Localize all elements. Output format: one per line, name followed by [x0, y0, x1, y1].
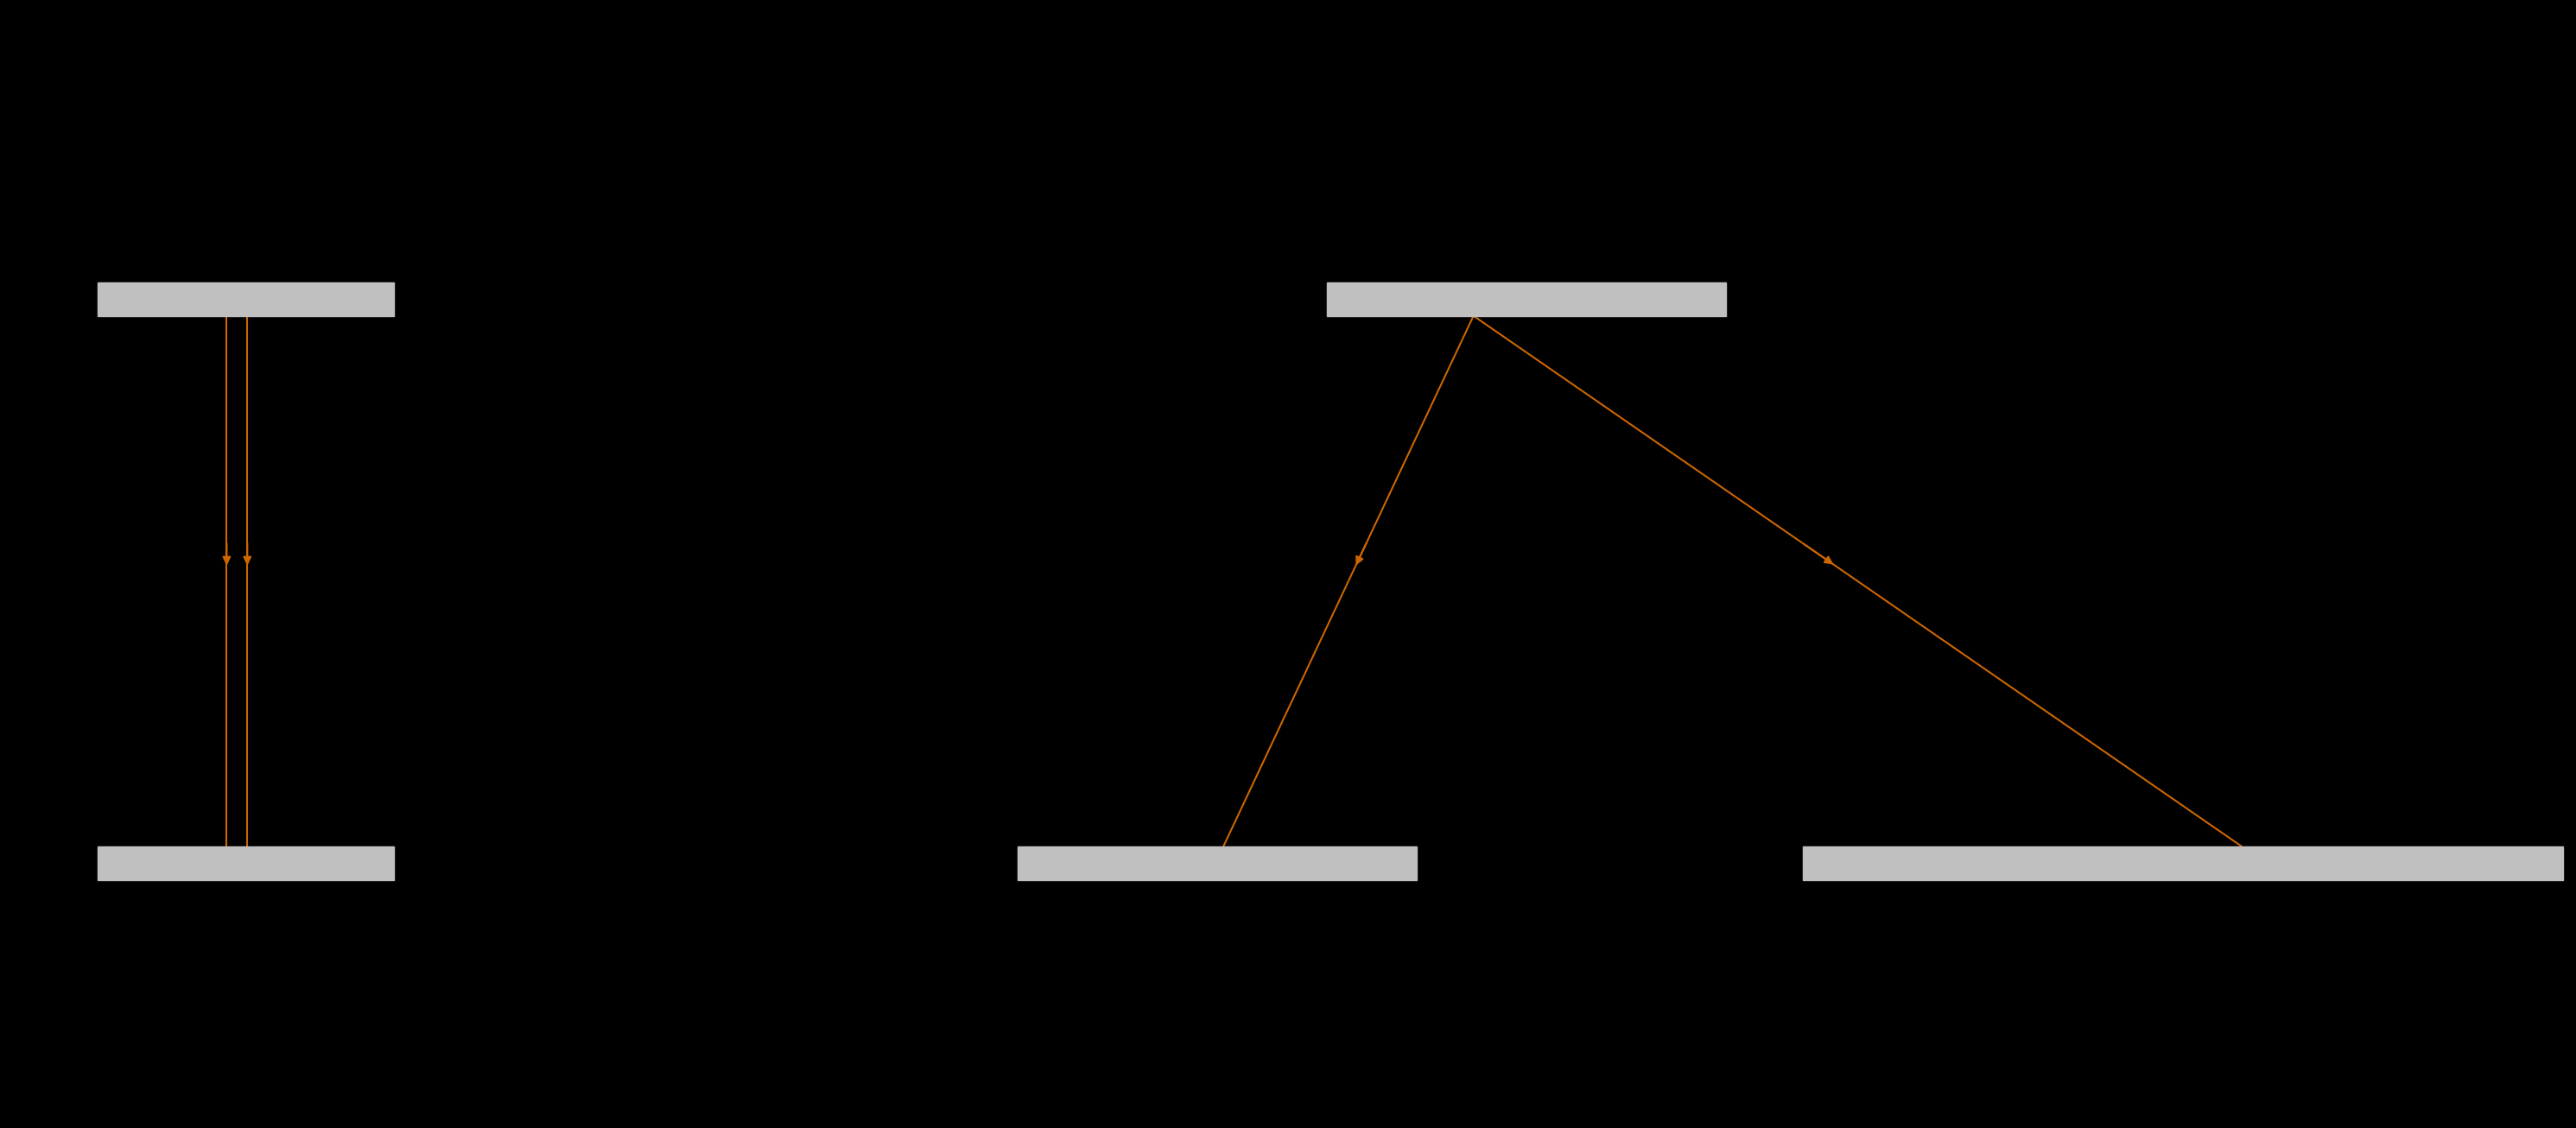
Bar — [98, 846, 394, 880]
Bar — [1327, 282, 1726, 316]
Bar — [1018, 846, 1417, 880]
Bar — [1803, 846, 2563, 880]
Bar — [98, 282, 394, 316]
